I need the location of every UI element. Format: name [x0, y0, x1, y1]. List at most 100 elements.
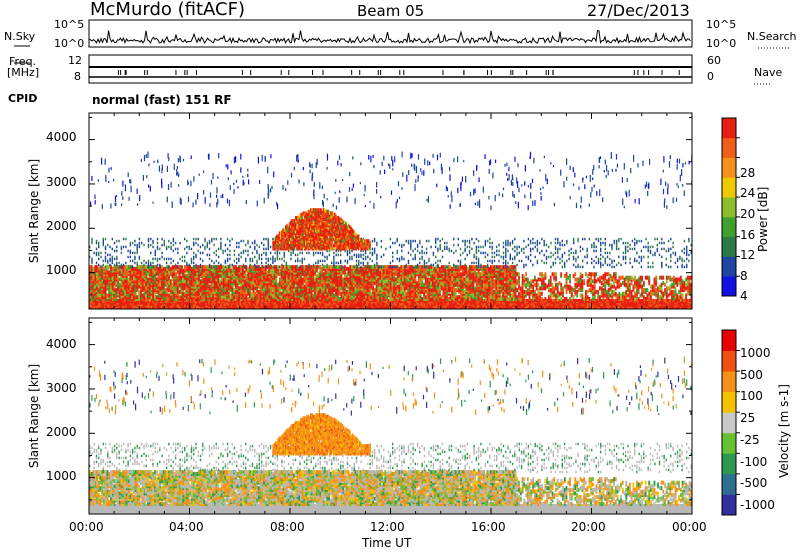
data-cell: [284, 265, 286, 270]
data-cell: [185, 265, 188, 270]
data-cell: [198, 265, 200, 270]
data-cell: [185, 293, 188, 298]
data-cell: [459, 298, 462, 302]
data-cell: [548, 298, 551, 302]
data-cell: [250, 275, 253, 280]
data-cell: [310, 265, 313, 270]
data-cell: [118, 277, 121, 282]
data-cell: [314, 277, 316, 282]
data-cell: [261, 274, 264, 278]
data-cell: [308, 295, 311, 300]
data-cell: [625, 298, 628, 302]
data-cell: [187, 284, 190, 289]
data-cell: [278, 281, 281, 286]
data-cell: [150, 279, 153, 284]
data-cell: [210, 282, 213, 287]
data-cell: [196, 265, 199, 270]
data-cell: [131, 288, 133, 293]
data-cell: [349, 265, 352, 270]
data-cell: [162, 282, 165, 287]
data-cell: [236, 266, 239, 271]
data-cell: [351, 277, 353, 282]
data-cell: [106, 281, 109, 286]
data-cell: [133, 266, 135, 271]
data-cell: [134, 266, 137, 271]
data-cell: [125, 272, 128, 277]
data-cell: [164, 266, 167, 271]
data-cell: [164, 288, 167, 293]
data-cell: [227, 272, 230, 277]
data-cell: [242, 268, 244, 273]
data-cell: [108, 270, 111, 275]
data-cell: [162, 291, 165, 296]
data-cell: [338, 265, 341, 270]
data-cell: [94, 284, 97, 289]
data-cell: [517, 298, 519, 302]
data-cell: [138, 268, 140, 273]
data-cell: [175, 272, 177, 277]
data-cell: [294, 286, 297, 291]
data-cell: [296, 289, 299, 294]
data-cell: [148, 265, 151, 270]
data-cell: [192, 268, 195, 273]
data-cell: [233, 265, 235, 270]
data-cell: [303, 284, 306, 289]
data-cell: [176, 275, 179, 280]
data-cell: [326, 266, 329, 271]
data-cell: [305, 265, 308, 270]
data-cell: [331, 282, 334, 287]
data-cell: [269, 298, 272, 302]
data-cell: [113, 293, 116, 298]
data-cell: [168, 270, 170, 275]
data-cell: [266, 270, 269, 275]
power-heatmap: [89, 113, 692, 309]
data-cell: [331, 286, 334, 291]
data-cell: [303, 265, 306, 270]
data-cell: [184, 291, 186, 296]
data-cell: [175, 286, 177, 291]
data-cell: [212, 268, 214, 273]
data-cell: [352, 298, 355, 302]
data-cell: [152, 293, 155, 298]
data-cell: [287, 265, 290, 270]
data-cell: [141, 284, 144, 289]
data-cell: [134, 270, 137, 275]
data-cell: [315, 265, 318, 270]
data-cell: [314, 265, 316, 270]
data-cell: [106, 265, 109, 270]
data-cell: [226, 265, 228, 270]
data-cell: [356, 275, 359, 280]
data-cell: [361, 282, 364, 287]
data-cell: [215, 281, 218, 286]
data-cell: [310, 277, 313, 282]
data-cell: [305, 286, 308, 291]
data-cell: [322, 281, 325, 286]
data-cell: [166, 295, 169, 300]
data-cell: [286, 297, 288, 301]
data-cell: [95, 298, 97, 302]
data-cell: [199, 268, 202, 273]
data-cell: [294, 298, 296, 302]
data-cell: [184, 282, 186, 287]
data-cell: [580, 298, 583, 302]
data-cell: [227, 265, 230, 270]
data-cell: [206, 265, 209, 270]
data-cell: [322, 265, 325, 270]
data-cell: [266, 265, 269, 270]
data-cell: [162, 288, 165, 293]
data-cell: [166, 265, 169, 270]
data-cell: [226, 274, 228, 278]
data-cell: [190, 298, 192, 302]
data-cell: [526, 298, 528, 302]
data-cell: [591, 298, 593, 302]
data-cell: [229, 268, 232, 273]
data-cell: [687, 298, 690, 302]
data-cell: [89, 295, 91, 300]
data-cell: [161, 265, 163, 270]
data-cell: [270, 279, 272, 284]
data-cell: [282, 265, 285, 270]
data-cell: [118, 282, 121, 287]
data-cell: [111, 289, 114, 294]
data-cell: [215, 268, 218, 273]
data-cell: [613, 298, 616, 302]
